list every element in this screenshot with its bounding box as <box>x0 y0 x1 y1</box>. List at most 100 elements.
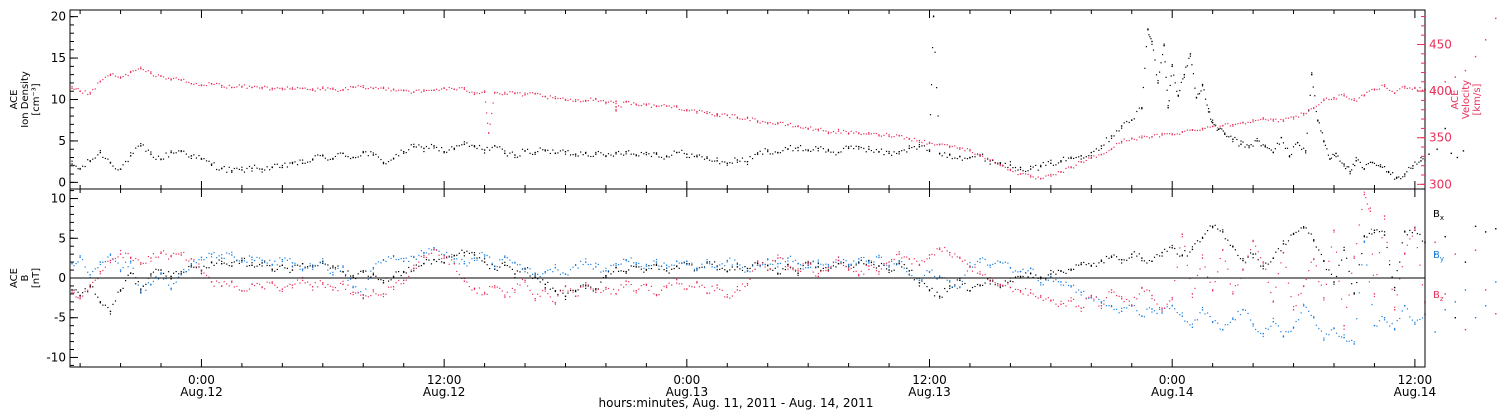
scatter-dot-1-0 <box>266 264 268 267</box>
scatter-dot-0-1 <box>1290 116 1292 118</box>
scatter-dot-0-0 <box>392 158 395 160</box>
scatter-dot-1-2 <box>1340 298 1343 300</box>
scatter-dot-1-2 <box>157 256 160 258</box>
scatter-dot-1-2 <box>367 296 369 298</box>
scatter-dot-0-1 <box>1164 133 1166 135</box>
scatter-dot-1-1 <box>403 257 405 260</box>
scatter-dot-1-0 <box>863 263 865 265</box>
scatter-dot-1-0 <box>592 290 594 292</box>
scatter-dot-0-0 <box>911 146 913 149</box>
scatter-dot-1-2 <box>681 283 683 285</box>
scatter-dot-0-1 <box>769 122 771 124</box>
scatter-dot-0-1 <box>309 89 311 91</box>
scatter-dot-0-1 <box>1249 121 1252 124</box>
scatter-dot-0-0 <box>580 151 582 153</box>
scatter-dot-1-0 <box>193 266 195 268</box>
scatter-dot-1-1 <box>1022 268 1024 270</box>
scatter-dot-1-1 <box>817 259 819 261</box>
scatter-dot-0-1 <box>112 73 114 75</box>
scatter-dot-1-2 <box>797 268 799 270</box>
scatter-dot-0-0 <box>1381 166 1384 168</box>
scatter-dot-0-1 <box>1146 136 1148 138</box>
data-point-1-2-11 <box>180 254 182 256</box>
scatter-dot-1-1 <box>880 256 883 258</box>
scatter-dot-0-1 <box>1335 98 1338 100</box>
scatter-dot-1-0 <box>526 267 529 269</box>
data-point-0-0-149 <box>1428 153 1430 155</box>
scatter-dot-0-1 <box>812 129 814 131</box>
scatter-dot-0-0 <box>92 158 94 160</box>
data-point-0-0-126 <box>1256 140 1258 142</box>
scatter-dot-0-1 <box>615 102 617 105</box>
scatter-dot-1-2 <box>686 288 688 290</box>
scatter-dot-0-0 <box>1070 156 1072 158</box>
scatter-dot-0-0 <box>1226 135 1228 138</box>
scatter-dot-0-0 <box>1186 65 1188 67</box>
scatter-dot-0-1 <box>185 81 187 83</box>
data-point-1-0-115 <box>1232 245 1234 247</box>
scatter-dot-0-1 <box>805 126 807 129</box>
scatter-dot-1-0 <box>1260 265 1262 267</box>
scatter-dot-1-1 <box>395 258 397 261</box>
scatter-dot-0-1 <box>1257 119 1259 121</box>
scatter-dot-1-0 <box>701 266 703 268</box>
scatter-dot-0-0 <box>246 167 248 170</box>
data-point-1-1-62 <box>696 267 698 270</box>
scatter-dot-0-1 <box>208 82 210 84</box>
scatter-dot-1-1 <box>329 272 331 274</box>
scatter-dot-0-1 <box>1204 127 1206 129</box>
data-point-0-1-17 <box>241 85 243 88</box>
data-point-1-2-68 <box>756 261 759 263</box>
scatter-dot-1-2 <box>807 260 809 262</box>
scatter-dot-1-1 <box>157 278 160 280</box>
data-point-0-1-120 <box>1252 119 1254 121</box>
scatter-dot-0-0 <box>1095 148 1097 150</box>
scatter-dot-0-0 <box>971 156 974 158</box>
scatter-dot-0-0 <box>688 156 690 159</box>
data-point-1-2-104 <box>1120 297 1123 300</box>
scatter-dot-1-0 <box>1229 244 1231 246</box>
data-point-0-1-88 <box>928 142 931 145</box>
scatter-dot-1-2 <box>233 286 235 288</box>
scatter-dot-1-1 <box>676 260 678 262</box>
data-point-1-0-100 <box>1080 263 1082 266</box>
scatter-dot-1-0 <box>1002 285 1004 287</box>
scatter-dot-1-1 <box>75 262 77 265</box>
scatter-dot-0-1 <box>1052 174 1054 176</box>
scatter-dot-1-1 <box>1265 327 1267 329</box>
scatter-dot-0-1 <box>413 91 415 93</box>
scatter-dot-0-1 <box>842 129 845 132</box>
scatter-dot-1-0 <box>173 272 175 274</box>
scatter-dot-1-1 <box>696 270 698 272</box>
data-point-1-1-10 <box>170 287 172 290</box>
scatter-dot-1-2 <box>696 280 698 283</box>
scatter-dot-1-1 <box>347 279 349 281</box>
scatter-dot-1-2 <box>190 258 192 260</box>
scatter-dot-0-0 <box>314 155 316 157</box>
scatter-dot-1-1 <box>1174 308 1176 310</box>
scatter-dot-0-1 <box>928 141 931 143</box>
scatter-dot-0-0 <box>959 155 961 157</box>
scatter-dot-0-0 <box>762 153 764 155</box>
scatter-dot-0-1 <box>547 98 549 100</box>
scatter-dot-0-0 <box>559 150 562 152</box>
scatter-dot-1-2 <box>837 256 840 258</box>
scatter-dot-0-1 <box>898 134 900 137</box>
scatter-dot-1-0 <box>1318 249 1320 251</box>
scatter-dot-1-0 <box>1073 268 1075 270</box>
scatter-dot-1-1 <box>119 270 122 273</box>
scatter-dot-1-1 <box>860 256 862 259</box>
scatter-dot-1-0 <box>1232 246 1234 248</box>
scatter-dot-1-1 <box>324 264 326 266</box>
scatter-dot-1-0 <box>615 266 617 269</box>
scatter-dot-0-0 <box>825 151 827 153</box>
scatter-dot-0-0 <box>157 155 160 157</box>
data-point-1-0-58 <box>655 264 658 266</box>
scatter-dot-0-0 <box>1236 138 1238 141</box>
data-point-1-1-104 <box>1120 310 1123 313</box>
scatter-dot-0-0 <box>830 151 832 153</box>
scatter-dot-1-0 <box>731 266 733 268</box>
scatter-dot-1-1 <box>569 268 572 271</box>
scatter-dot-1-1 <box>312 268 314 270</box>
data-point-1-1-131 <box>1393 328 1396 331</box>
